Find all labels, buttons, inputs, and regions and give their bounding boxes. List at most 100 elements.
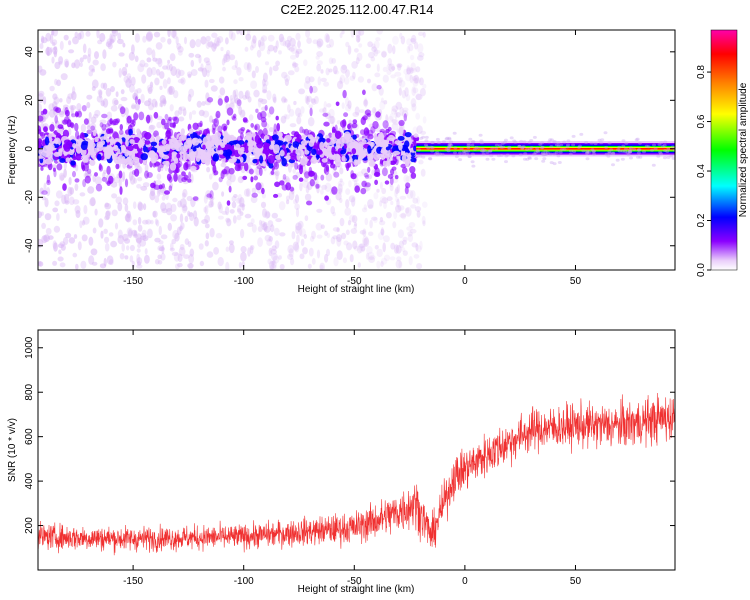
- halo-speckle: [459, 147, 464, 151]
- noise-speckle: [52, 207, 59, 213]
- noise-speckle: [316, 51, 323, 57]
- noise-speckle: [363, 204, 367, 211]
- band-blob: [300, 134, 307, 139]
- noise-speckle: [406, 226, 413, 232]
- noise-speckle: [118, 52, 125, 57]
- signal-blob: [375, 111, 381, 118]
- noise-speckle: [57, 243, 65, 248]
- halo-speckle: [447, 145, 451, 149]
- noise-speckle: [409, 54, 415, 61]
- noise-speckle: [94, 51, 99, 60]
- signal-blob: [299, 126, 304, 134]
- noise-speckle: [170, 242, 174, 250]
- noise-speckle: [43, 234, 50, 242]
- noise-speckle: [176, 43, 182, 50]
- noise-speckle: [177, 200, 183, 208]
- noise-speckle: [243, 62, 249, 71]
- noise-speckle: [142, 35, 147, 43]
- y-tick-label: 800: [24, 383, 35, 400]
- noise-speckle: [41, 37, 48, 44]
- noise-speckle: [417, 43, 424, 54]
- noise-speckle: [43, 182, 47, 193]
- noise-speckle: [59, 98, 63, 103]
- band-blob: [352, 134, 357, 140]
- noise-speckle: [269, 66, 273, 76]
- signal-blob: [360, 116, 366, 126]
- band-blob: [195, 155, 201, 163]
- noise-speckle: [52, 101, 58, 110]
- noise-speckle: [272, 255, 280, 264]
- noise-speckle: [140, 185, 148, 191]
- noise-speckle: [51, 56, 55, 64]
- noise-speckle: [175, 68, 181, 79]
- noise-speckle: [184, 36, 187, 45]
- noise-speckle: [359, 109, 365, 113]
- noise-speckle: [267, 112, 272, 118]
- band-blob: [279, 150, 285, 157]
- noise-speckle: [320, 188, 324, 195]
- halo-speckle: [657, 143, 662, 146]
- noise-speckle: [118, 68, 122, 78]
- noise-speckle: [143, 62, 149, 68]
- noise-speckle: [179, 106, 186, 111]
- band-blob: [346, 140, 354, 149]
- noise-speckle: [367, 78, 371, 84]
- noise-speckle: [288, 190, 295, 201]
- noise-speckle: [389, 181, 393, 188]
- halo-speckle: [553, 140, 557, 144]
- noise-speckle: [157, 260, 163, 265]
- noise-speckle: [234, 89, 239, 98]
- halo-speckle: [471, 164, 476, 168]
- noise-speckle: [226, 179, 232, 187]
- signal-blob: [217, 98, 223, 106]
- noise-speckle: [266, 49, 271, 55]
- noise-speckle: [244, 46, 249, 52]
- signal-blob: [281, 184, 288, 191]
- noise-speckle: [404, 87, 409, 97]
- noise-speckle: [115, 196, 123, 205]
- noise-speckle: [193, 216, 199, 227]
- signal-blob: [146, 172, 153, 178]
- noise-speckle: [168, 85, 175, 95]
- noise-speckle: [174, 110, 180, 117]
- noise-speckle: [381, 187, 387, 195]
- noise-speckle: [371, 46, 377, 52]
- halo-speckle: [572, 150, 577, 154]
- noise-speckle: [45, 227, 52, 235]
- band-blob: [373, 133, 378, 139]
- noise-speckle: [418, 52, 425, 58]
- noise-speckle: [180, 77, 186, 85]
- noise-speckle: [247, 247, 251, 257]
- band-blob: [272, 144, 280, 153]
- noise-speckle: [325, 67, 330, 76]
- halo-speckle: [581, 149, 586, 153]
- noise-speckle: [410, 68, 418, 73]
- noise-speckle: [204, 205, 209, 215]
- noise-speckle: [386, 196, 393, 202]
- signal-blob: [308, 170, 316, 177]
- noise-speckle: [126, 73, 132, 80]
- noise-speckle: [129, 244, 135, 252]
- noise-speckle: [136, 237, 142, 244]
- noise-speckle: [131, 76, 136, 86]
- noise-speckle: [152, 210, 157, 218]
- noise-speckle: [136, 257, 143, 265]
- band-blob: [380, 149, 388, 154]
- noise-speckle: [147, 228, 153, 239]
- noise-speckle: [203, 194, 208, 204]
- band-blob: [121, 156, 126, 164]
- noise-speckle: [229, 209, 235, 214]
- noise-speckle: [289, 37, 296, 48]
- noise-speckle: [225, 261, 230, 270]
- noise-speckle: [236, 214, 242, 221]
- noise-speckle: [356, 52, 363, 62]
- noise-speckle: [298, 220, 304, 229]
- noise-speckle: [422, 31, 426, 38]
- noise-speckle: [225, 37, 229, 45]
- noise-speckle: [59, 40, 64, 51]
- signal-blob: [226, 200, 231, 206]
- noise-speckle: [307, 117, 315, 127]
- noise-speckle: [113, 176, 120, 184]
- noise-speckle: [333, 257, 339, 267]
- snr-plot-area: [38, 330, 675, 570]
